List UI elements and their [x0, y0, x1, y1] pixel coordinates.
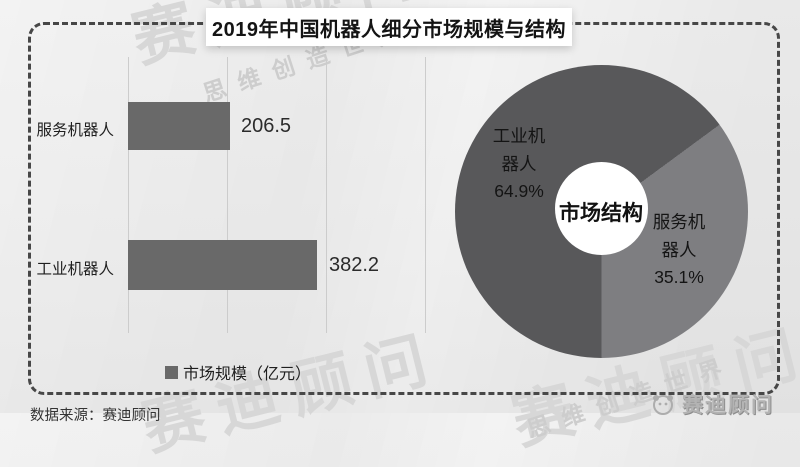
legend-square-marker: [165, 365, 178, 379]
ccid-mascot-icon: [653, 395, 673, 415]
slice-label-industrial: 工业机器人 64.9%: [488, 123, 550, 206]
bar-chart: 服务机器人 206.5 工业机器人 382.2 市场规模（亿元）: [36, 57, 426, 384]
data-source-note: 数据来源：赛迪顾问: [30, 408, 161, 424]
brand-logo: 赛迪顾问: [650, 389, 774, 419]
gridline-200: [227, 57, 228, 333]
gridline-400: [326, 57, 327, 333]
slice-label-service-name: 服务机器人: [652, 212, 706, 260]
bar-value-service: 206.5: [241, 115, 292, 137]
gridline-0: [128, 57, 129, 333]
bar-category-label-industrial: 工业机器人: [36, 261, 114, 278]
brand-logo-text: 赛迪顾问: [682, 394, 774, 417]
gridline-600: [425, 57, 426, 333]
legend-label: 市场规模（亿元）: [183, 366, 312, 383]
slice-label-service: 服务机器人 35.1%: [648, 209, 710, 292]
slice-label-industrial-pct: 64.9%: [494, 181, 544, 201]
donut-center-hole: [555, 162, 648, 255]
slice-label-service-pct: 35.1%: [654, 267, 704, 287]
slice-label-industrial-name: 工业机器人: [492, 126, 546, 174]
donut-chart: 市场结构 工业机器人 64.9% 服务机器人 35.1%: [455, 65, 748, 358]
bar-service-robot: [128, 102, 230, 150]
bar-value-industrial: 382.2: [329, 254, 380, 276]
chart-title: 2019年中国机器人细分市场规模与结构: [212, 18, 566, 41]
bar-industrial-robot: [128, 240, 317, 290]
chart-title-box: 2019年中国机器人细分市场规模与结构: [206, 8, 572, 46]
donut-center-label: 市场结构: [559, 202, 643, 225]
bar-category-label-service: 服务机器人: [36, 122, 114, 139]
bar-chart-legend: 市场规模（亿元）: [165, 360, 311, 384]
